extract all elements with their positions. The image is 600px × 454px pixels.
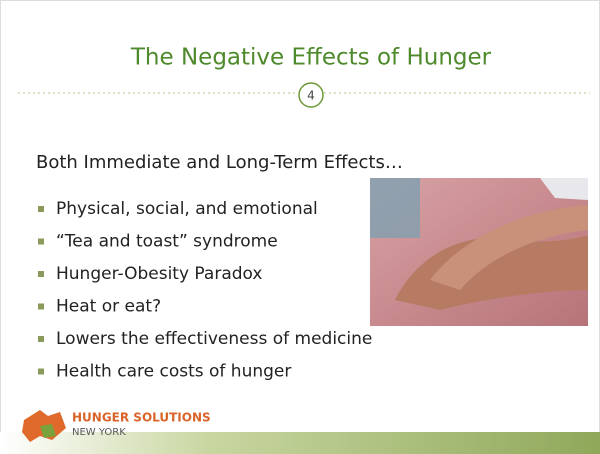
page-number-circle (298, 82, 324, 108)
bullet-text: “Tea and toast” syndrome (56, 232, 278, 252)
logo: HUNGER SOLUTIONS NEW YORK (22, 410, 211, 442)
heading: Both Immediate and Long-Term Effects… (36, 152, 403, 173)
footer-bar (0, 432, 600, 454)
bullet-marker (38, 303, 44, 310)
bullet-marker (38, 271, 44, 277)
photo (370, 178, 588, 326)
logo-name: HUNGER SOLUTIONS (72, 411, 211, 425)
bullet-marker (38, 238, 44, 245)
bullet-marker (38, 368, 44, 375)
bullet-text: Hunger-Obesity Paradox (56, 264, 262, 284)
logo-location: NEW YORK (72, 427, 126, 438)
bullet-marker (38, 206, 44, 212)
bullet-text: Health care costs of hunger (56, 362, 291, 382)
page-number: 4 (307, 89, 315, 103)
slide-title: The Negative Effects of Hunger (130, 45, 492, 71)
bullet-text: Lowers the effectiveness of medicine (56, 329, 372, 349)
bullet-marker (38, 336, 44, 342)
bullet-text: Physical, social, and emotional (56, 199, 318, 219)
bullet-text: Heat or eat? (56, 297, 161, 317)
